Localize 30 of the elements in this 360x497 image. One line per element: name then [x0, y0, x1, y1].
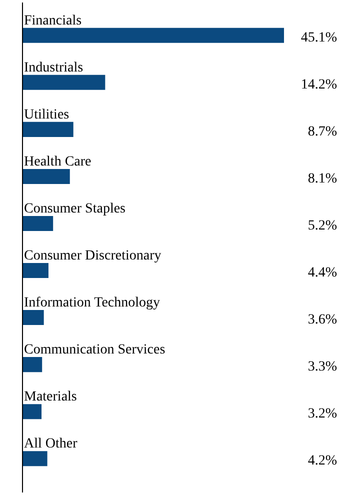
- data-label: 8.7%: [308, 124, 338, 140]
- y-tick-label: Communication Services: [24, 342, 166, 358]
- bar: [23, 122, 74, 137]
- data-label: 5.2%: [308, 218, 338, 234]
- y-tick-label: Industrials: [24, 60, 84, 76]
- data-label: 4.2%: [308, 454, 338, 469]
- y-tick-label: Utilities: [24, 107, 70, 122]
- data-label: 4.4%: [308, 266, 338, 281]
- bar: [23, 168, 70, 184]
- data-label: 14.2%: [300, 77, 338, 92]
- y-tick-label: Health Care: [24, 154, 92, 170]
- data-label: 3.3%: [308, 360, 338, 375]
- bar: [23, 74, 106, 90]
- y-tick-label: All Other: [24, 436, 78, 452]
- bar: [23, 451, 48, 466]
- data-label: 3.2%: [308, 406, 338, 422]
- data-label: 45.1%: [300, 30, 338, 46]
- y-tick-label: Information Technology: [24, 296, 160, 311]
- bar: [23, 28, 284, 43]
- bar: [23, 310, 44, 326]
- y-tick-label: Financials: [24, 13, 82, 28]
- y-tick-label: Consumer Discretionary: [24, 248, 162, 264]
- data-label: 3.6%: [308, 312, 338, 328]
- bar: [23, 357, 42, 372]
- bar: [23, 404, 42, 420]
- y-tick-label: Materials: [24, 390, 77, 405]
- bar: [23, 216, 54, 232]
- bar: [23, 262, 48, 278]
- data-label: 8.1%: [308, 171, 338, 186]
- y-tick-label: Consumer Staples: [24, 201, 126, 216]
